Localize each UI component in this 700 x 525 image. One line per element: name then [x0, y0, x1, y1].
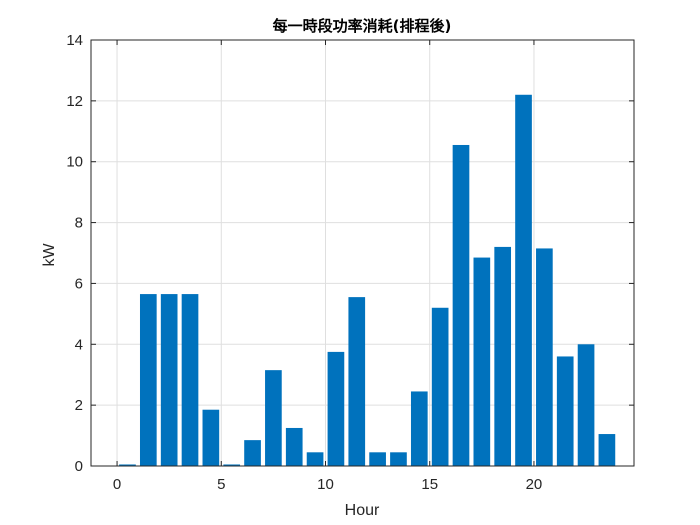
x-tick-label: 10 [317, 476, 334, 493]
y-tick-label: 12 [66, 93, 83, 110]
bar-hour-0 [119, 464, 136, 466]
bar-hour-12 [369, 452, 386, 466]
bar-hour-18 [494, 246, 512, 466]
bar-hour-16 [452, 144, 470, 466]
bar-hour-15 [431, 307, 449, 466]
bar-hour-23 [598, 434, 616, 466]
bar-hour-20 [536, 248, 553, 466]
chart-title: 每一時段功率消耗(排程後) [273, 17, 452, 35]
x-tick-label: 5 [217, 476, 225, 493]
y-tick-label: 0 [75, 458, 83, 475]
bar-hour-7 [265, 370, 282, 466]
plot-frame [90, 39, 635, 467]
y-tick-label: 2 [75, 397, 83, 414]
bar-hour-6 [244, 440, 261, 466]
y-tick-label: 14 [66, 32, 83, 49]
bar-hour-3 [181, 294, 199, 466]
y-tick-label: 8 [75, 215, 83, 232]
bar-hour-9 [306, 452, 324, 466]
bar-hour-1 [139, 294, 157, 466]
x-tick-label: 0 [113, 476, 121, 493]
x-tick-label: 20 [526, 476, 543, 493]
y-axis-label: kW [41, 243, 58, 267]
y-tick-label: 4 [75, 336, 83, 353]
bars [119, 94, 616, 467]
x-axis-label: Hour [345, 502, 380, 519]
bar-hour-11 [348, 297, 366, 466]
y-tick-label: 6 [75, 275, 83, 292]
bar-hour-8 [285, 427, 303, 466]
bar-hour-22 [577, 344, 595, 466]
y-tick-label: 10 [66, 154, 83, 171]
bar-hour-17 [473, 257, 491, 466]
bar-hour-21 [556, 356, 574, 466]
bar-hour-5 [223, 464, 241, 466]
bar-hour-2 [160, 294, 178, 466]
bar-hour-14 [410, 391, 428, 466]
bar-hour-19 [515, 94, 532, 467]
x-tick-label: 15 [421, 476, 438, 493]
bar-hour-4 [202, 409, 220, 466]
bar-hour-13 [390, 452, 407, 466]
bar-hour-10 [327, 351, 345, 466]
ticks: 0 2 4 6 8 10 12 14 0 5 10 15 20 [66, 32, 634, 493]
grid-lines [91, 39, 634, 467]
